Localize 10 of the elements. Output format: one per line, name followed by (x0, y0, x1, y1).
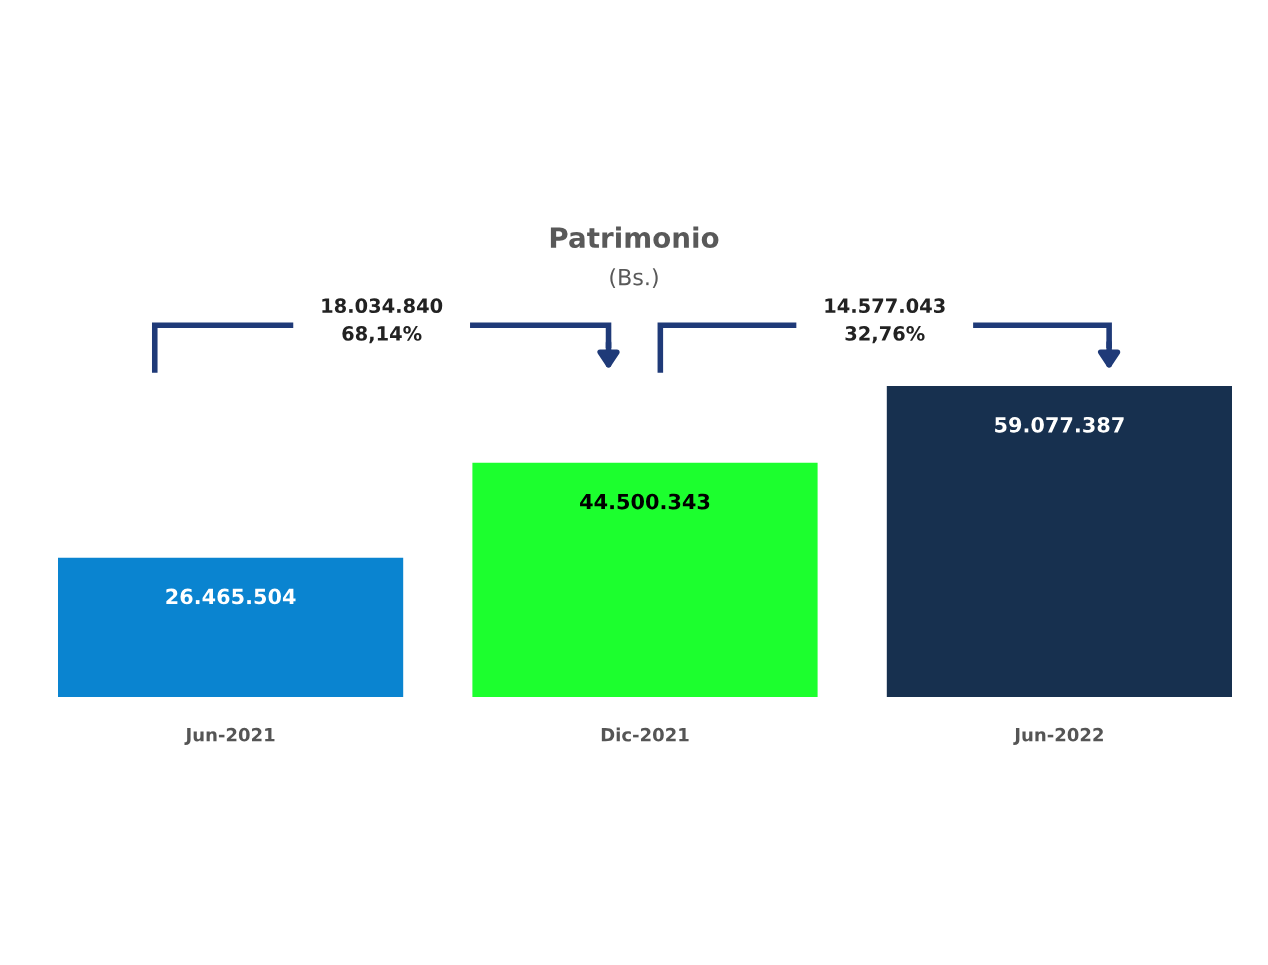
x-tick-label: Dic-2021 (601, 727, 689, 742)
x-tick-label: Jun-2022 (1013, 727, 1103, 745)
data-label: 59.077.387 (995, 416, 1124, 433)
chart-subtitle: (Bs.) (610, 268, 658, 289)
chart-title: Patrimonio (550, 226, 719, 249)
x-tick-label: Jun-2021 (184, 727, 275, 745)
text: 18.034.840 68,14% (322, 298, 443, 344)
data-label: 26.465.504 (166, 588, 296, 605)
text: 14.577.043 32,76% (825, 298, 945, 344)
data-label: 44.500.343 (580, 493, 710, 510)
